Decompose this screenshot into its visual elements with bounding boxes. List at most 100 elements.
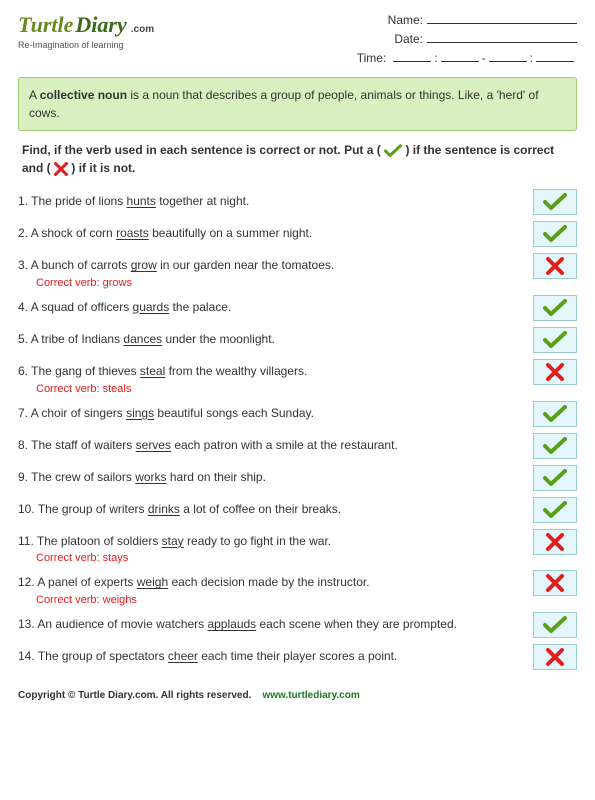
question-text: 9. The crew of sailors works hard on the…: [18, 463, 533, 486]
answer-box[interactable]: [533, 221, 577, 247]
correct-verb-note: Correct verb: weighs: [36, 594, 525, 606]
instructions: Find, if the verb used in each sentence …: [18, 141, 577, 177]
answer-box[interactable]: [533, 359, 577, 385]
sentence-verb: sings: [126, 406, 154, 420]
name-blank[interactable]: [427, 12, 577, 24]
logo-word-turtle: Turtle: [18, 12, 73, 38]
question-number: 1.: [18, 194, 28, 208]
sentence-verb: works: [135, 470, 166, 484]
footer: Copyright © Turtle Diary.com. All rights…: [18, 684, 577, 701]
instructions-part1: Find, if the verb used in each sentence …: [22, 143, 381, 157]
question-sentence: 2. A shock of corn roasts beautifully on…: [18, 225, 525, 242]
header: Turtle Diary .com Re-Imagination of lear…: [18, 12, 577, 69]
correct-verb-note: Correct verb: steals: [36, 383, 525, 395]
question-row: 1. The pride of lions hunts together at …: [18, 187, 577, 215]
sentence-verb: hunts: [127, 194, 156, 208]
time-blank[interactable]: [393, 50, 431, 62]
sentence-before: The gang of thieves: [31, 364, 140, 378]
logo-tagline: Re-Imagination of learning: [18, 40, 154, 50]
answer-box[interactable]: [533, 401, 577, 427]
sentence-after: under the moonlight.: [162, 332, 275, 346]
sentence-after: in our garden near the tomatoes.: [157, 258, 334, 272]
question-row: 12. A panel of experts weigh each decisi…: [18, 568, 577, 606]
footer-copyright: Copyright © Turtle Diary.com. All rights…: [18, 690, 251, 701]
sentence-verb: drinks: [148, 502, 180, 516]
question-row: 8. The staff of waiters serves each patr…: [18, 431, 577, 459]
question-number: 5.: [18, 332, 28, 346]
time-blank[interactable]: [441, 50, 479, 62]
sentence-verb: roasts: [116, 226, 149, 240]
sentence-verb: serves: [136, 438, 171, 452]
answer-box[interactable]: [533, 295, 577, 321]
question-row: 7. A choir of singers sings beautiful so…: [18, 399, 577, 427]
sentence-after: each decision made by the instructor.: [168, 575, 369, 589]
sentence-after: ready to go fight in the war.: [184, 534, 331, 548]
sentence-before: An audience of movie watchers: [37, 617, 207, 631]
question-sentence: 8. The staff of waiters serves each patr…: [18, 437, 525, 454]
question-text: 6. The gang of thieves steal from the we…: [18, 357, 533, 395]
sentence-after: beautiful songs each Sunday.: [154, 406, 314, 420]
question-text: 14. The group of spectators cheer each t…: [18, 642, 533, 665]
definition-prefix: A: [29, 88, 40, 102]
student-info: Name: Date: Time: : - :: [338, 12, 577, 69]
sentence-before: The platoon of soldiers: [37, 534, 162, 548]
question-sentence: 12. A panel of experts weigh each decisi…: [18, 574, 525, 591]
sentence-before: A squad of officers: [31, 300, 133, 314]
question-sentence: 3. A bunch of carrots grow in our garden…: [18, 257, 525, 274]
question-number: 14.: [18, 649, 35, 663]
sentence-verb: cheer: [168, 649, 198, 663]
question-text: 5. A tribe of Indians dances under the m…: [18, 325, 533, 348]
sentence-before: A tribe of Indians: [31, 332, 124, 346]
question-text: 11. The platoon of soldiers stay ready t…: [18, 527, 533, 565]
date-blank[interactable]: [427, 31, 577, 43]
sentence-after: beautifully on a summer night.: [149, 226, 312, 240]
question-number: 10.: [18, 502, 35, 516]
cross-icon: [54, 162, 68, 176]
sentence-before: A choir of singers: [31, 406, 126, 420]
sentence-verb: weigh: [137, 575, 168, 589]
instructions-part3: ) if it is not.: [71, 161, 135, 175]
sentence-before: A shock of corn: [31, 226, 116, 240]
sentence-verb: stay: [162, 534, 184, 548]
question-text: 10. The group of writers drinks a lot of…: [18, 495, 533, 518]
footer-url: www.turtlediary.com: [262, 690, 359, 701]
question-number: 7.: [18, 406, 28, 420]
question-number: 3.: [18, 258, 28, 272]
time-blank[interactable]: [489, 50, 527, 62]
answer-box[interactable]: [533, 612, 577, 638]
question-number: 4.: [18, 300, 28, 314]
question-text: 12. A panel of experts weigh each decisi…: [18, 568, 533, 606]
correct-verb-note: Correct verb: grows: [36, 277, 525, 289]
answer-box[interactable]: [533, 465, 577, 491]
question-text: 2. A shock of corn roasts beautifully on…: [18, 219, 533, 242]
sentence-verb: applauds: [207, 617, 256, 631]
question-row: 11. The platoon of soldiers stay ready t…: [18, 527, 577, 565]
question-sentence: 14. The group of spectators cheer each t…: [18, 648, 525, 665]
sentence-verb: dances: [123, 332, 162, 346]
question-row: 9. The crew of sailors works hard on the…: [18, 463, 577, 491]
answer-box[interactable]: [533, 433, 577, 459]
sentence-verb: steal: [140, 364, 165, 378]
answer-box[interactable]: [533, 497, 577, 523]
sentence-after: each scene when they are prompted.: [256, 617, 457, 631]
question-text: 8. The staff of waiters serves each patr…: [18, 431, 533, 454]
question-text: 4. A squad of officers guards the palace…: [18, 293, 533, 316]
answer-box[interactable]: [533, 253, 577, 279]
answer-box[interactable]: [533, 529, 577, 555]
answer-box[interactable]: [533, 327, 577, 353]
sentence-after: the palace.: [169, 300, 231, 314]
question-row: 6. The gang of thieves steal from the we…: [18, 357, 577, 395]
answer-box[interactable]: [533, 189, 577, 215]
answer-box[interactable]: [533, 570, 577, 596]
question-row: 4. A squad of officers guards the palace…: [18, 293, 577, 321]
definition-term: collective noun: [40, 88, 127, 102]
question-sentence: 10. The group of writers drinks a lot of…: [18, 501, 525, 518]
answer-box[interactable]: [533, 644, 577, 670]
question-text: 13. An audience of movie watchers applau…: [18, 610, 533, 633]
question-number: 11.: [18, 534, 34, 548]
sentence-after: from the wealthy villagers.: [165, 364, 307, 378]
time-blank[interactable]: [536, 50, 574, 62]
question-row: 10. The group of writers drinks a lot of…: [18, 495, 577, 523]
question-number: 2.: [18, 226, 28, 240]
sentence-after: each patron with a smile at the restaura…: [171, 438, 398, 452]
